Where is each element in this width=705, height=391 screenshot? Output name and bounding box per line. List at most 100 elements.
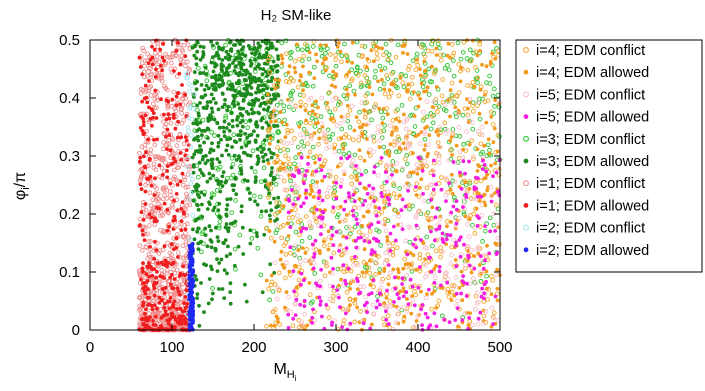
data-point	[440, 231, 445, 236]
data-point	[422, 158, 427, 164]
data-point	[204, 78, 210, 84]
data-point	[209, 60, 214, 65]
data-point	[429, 193, 435, 198]
data-point	[307, 149, 313, 155]
data-point	[366, 265, 372, 270]
data-point	[422, 136, 428, 142]
data-point	[163, 143, 169, 148]
data-point	[215, 50, 219, 55]
data-point	[284, 187, 289, 193]
data-point	[304, 118, 308, 123]
data-point	[448, 148, 453, 153]
data-point	[313, 160, 317, 165]
data-point	[200, 229, 206, 235]
data-point	[174, 281, 180, 286]
data-point	[317, 215, 322, 220]
data-point	[146, 61, 151, 66]
data-point	[199, 95, 204, 100]
data-point	[446, 294, 452, 300]
data-point	[487, 251, 492, 256]
data-point	[319, 53, 325, 59]
data-point	[324, 105, 330, 111]
data-point	[258, 214, 264, 219]
data-point	[325, 127, 331, 133]
data-point	[326, 185, 332, 191]
data-point	[312, 214, 317, 220]
data-point	[291, 78, 296, 84]
data-point	[319, 232, 323, 237]
data-point	[188, 144, 193, 150]
data-point	[165, 207, 170, 212]
data-point	[140, 266, 145, 271]
data-point	[273, 119, 278, 123]
data-point	[210, 83, 215, 88]
data-point	[147, 212, 152, 217]
data-point	[408, 170, 413, 175]
data-point	[458, 170, 462, 175]
data-point	[344, 225, 349, 230]
data-point	[283, 153, 288, 159]
data-point	[301, 93, 307, 99]
data-point	[399, 208, 404, 213]
data-point	[145, 279, 150, 283]
data-point	[454, 240, 458, 245]
data-point	[371, 278, 376, 283]
data-point	[367, 153, 373, 158]
data-point	[463, 180, 468, 185]
legend-entry-label: i=2; EDM conflict	[536, 221, 645, 237]
data-point	[185, 302, 190, 306]
data-point	[334, 230, 339, 234]
data-point	[209, 264, 213, 269]
data-point	[209, 92, 214, 97]
data-point	[335, 164, 340, 169]
data-point	[315, 120, 320, 125]
data-point	[319, 224, 323, 229]
data-point	[379, 68, 384, 73]
data-point	[362, 247, 367, 252]
data-point	[475, 99, 481, 105]
data-point	[446, 67, 452, 73]
data-point	[355, 279, 360, 284]
data-point	[295, 46, 301, 52]
data-point	[432, 280, 437, 285]
data-point	[179, 157, 184, 162]
data-point	[175, 208, 180, 213]
data-point	[371, 138, 377, 144]
data-point	[200, 117, 206, 123]
data-point	[158, 274, 163, 278]
y-tick-label: 0	[72, 322, 80, 339]
data-point	[184, 71, 190, 76]
data-point	[292, 161, 297, 167]
data-point	[258, 144, 263, 149]
data-point	[152, 303, 157, 308]
data-point	[166, 151, 172, 156]
data-point	[146, 137, 151, 142]
data-point	[225, 66, 230, 71]
data-point	[330, 233, 335, 238]
data-point	[490, 277, 495, 283]
data-point	[191, 121, 196, 126]
data-point	[217, 56, 221, 61]
data-point	[346, 135, 352, 140]
data-point	[364, 233, 370, 239]
data-point	[210, 161, 215, 166]
data-point	[367, 229, 373, 234]
data-point	[349, 227, 354, 232]
data-point	[159, 97, 163, 102]
data-point	[196, 138, 201, 143]
data-point	[342, 41, 347, 47]
data-point	[412, 124, 418, 129]
data-point	[350, 257, 356, 263]
data-point	[212, 117, 217, 122]
data-point	[258, 104, 262, 108]
data-point	[211, 55, 215, 60]
data-point	[418, 265, 422, 269]
data-point	[326, 229, 331, 234]
data-point	[339, 59, 344, 65]
data-point	[388, 142, 393, 147]
data-point	[194, 62, 199, 67]
data-point	[304, 188, 309, 193]
data-point	[468, 196, 474, 201]
data-point	[291, 269, 296, 274]
data-point	[264, 323, 269, 329]
